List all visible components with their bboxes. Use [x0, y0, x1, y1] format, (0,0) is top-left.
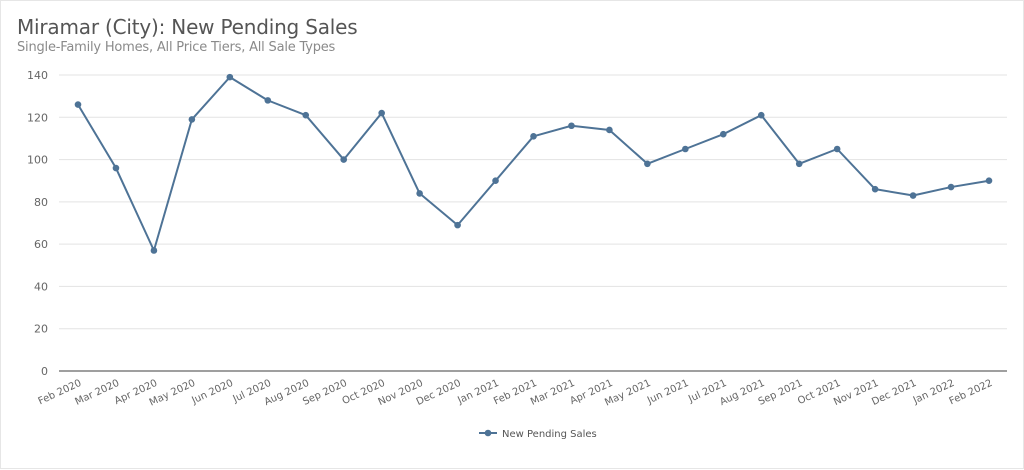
data-point[interactable]: [302, 111, 310, 119]
data-point[interactable]: [757, 111, 765, 119]
y-tick-label: 0: [41, 365, 48, 378]
data-point[interactable]: [871, 185, 879, 193]
y-tick-label: 20: [34, 323, 48, 336]
legend[interactable]: New Pending Sales: [479, 429, 597, 440]
data-point[interactable]: [568, 122, 575, 130]
legend-marker-icon: [484, 429, 492, 437]
data-point[interactable]: [378, 109, 385, 117]
data-point[interactable]: [74, 101, 82, 108]
chart-subtitle: Single-Family Homes, All Price Tiers, Al…: [17, 40, 336, 55]
data-point[interactable]: [150, 247, 158, 254]
y-tick-label: 40: [34, 280, 48, 293]
data-point[interactable]: [909, 192, 917, 199]
series-line: [77, 76, 990, 252]
data-point[interactable]: [985, 177, 993, 185]
data-point[interactable]: [226, 73, 234, 81]
data-point[interactable]: [188, 116, 196, 123]
data-point[interactable]: [795, 160, 803, 168]
chart-title: Miramar (City): New Pending Sales: [17, 15, 358, 39]
y-tick-label: 140: [27, 69, 48, 82]
data-point[interactable]: [682, 145, 689, 153]
x-tick-label: Jun 2020: [189, 378, 235, 407]
x-tick-label: Feb 2022: [948, 378, 995, 408]
y-tick-label: 100: [27, 154, 48, 167]
data-point[interactable]: [340, 156, 348, 163]
data-point[interactable]: [947, 183, 955, 191]
data-point[interactable]: [719, 130, 727, 138]
y-tick-label: 60: [34, 238, 48, 251]
data-point[interactable]: [833, 145, 841, 153]
y-tick-label: 120: [27, 111, 48, 124]
data-point[interactable]: [492, 177, 499, 185]
data-point[interactable]: [416, 190, 423, 197]
legend-label: New Pending Sales: [502, 429, 597, 440]
x-tick-label: Jun 2021: [645, 378, 691, 407]
data-point[interactable]: [606, 126, 613, 134]
data-point[interactable]: [264, 97, 272, 104]
data-point[interactable]: [644, 160, 651, 168]
data-point[interactable]: [112, 164, 120, 172]
y-tick-label: 80: [34, 196, 48, 209]
data-point[interactable]: [530, 133, 537, 140]
data-point[interactable]: [454, 221, 461, 229]
